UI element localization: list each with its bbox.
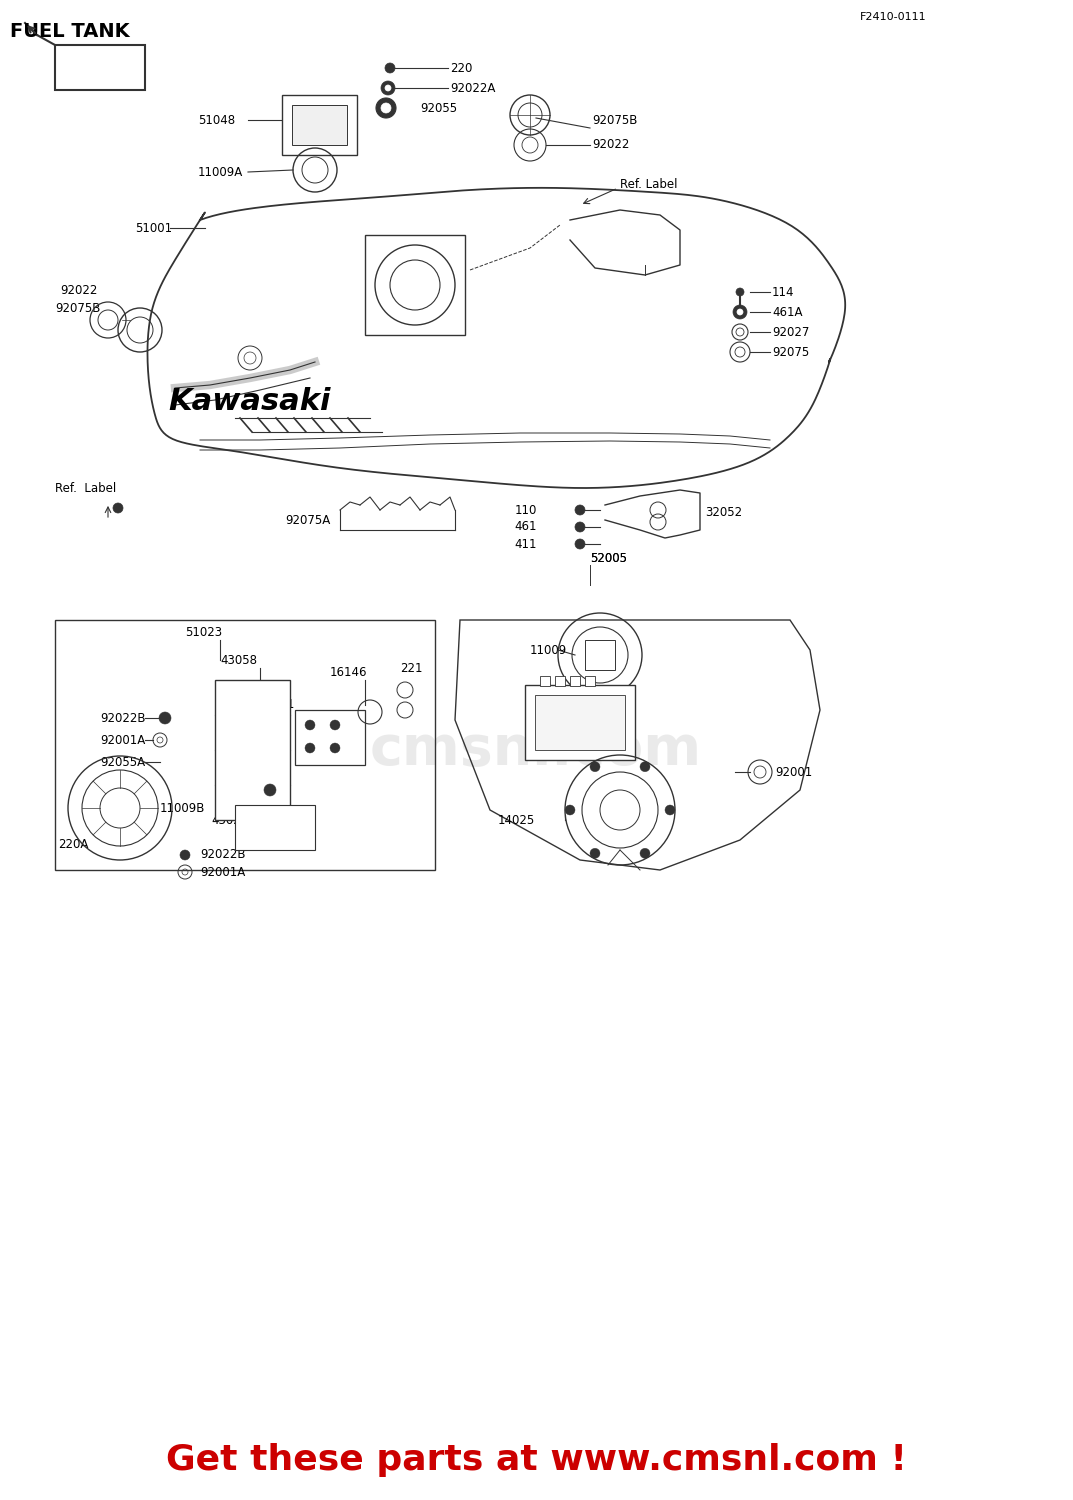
Circle shape [565,806,575,814]
Text: 32052: 32052 [705,506,743,519]
Text: 92022A: 92022A [450,81,496,94]
Circle shape [159,712,171,724]
Circle shape [575,506,585,515]
Text: 220A: 220A [58,839,88,852]
Text: 92001A: 92001A [100,734,145,747]
Circle shape [736,288,744,296]
Circle shape [264,784,276,796]
Circle shape [575,538,585,549]
Text: FRONT: FRONT [76,60,123,74]
Text: 14025: 14025 [498,813,535,826]
Text: 43058: 43058 [220,654,258,666]
Circle shape [180,850,190,859]
Text: Ref. Label: Ref. Label [620,178,677,192]
Text: 92022B: 92022B [100,711,146,724]
FancyBboxPatch shape [365,236,465,334]
FancyBboxPatch shape [525,686,635,760]
FancyBboxPatch shape [215,680,290,820]
Text: 92022B: 92022B [200,849,246,861]
Text: 92022: 92022 [592,138,630,152]
Text: 92075B: 92075B [592,114,637,126]
FancyBboxPatch shape [585,640,615,670]
Text: 221: 221 [400,662,423,675]
Circle shape [381,81,395,94]
Circle shape [113,503,123,513]
FancyBboxPatch shape [235,806,315,850]
Text: 52005: 52005 [590,552,627,564]
Circle shape [590,849,600,858]
Text: 11009B: 11009B [160,801,205,814]
Circle shape [733,304,747,320]
Text: 51023: 51023 [185,626,222,639]
Text: 51048: 51048 [199,114,235,126]
Text: 220: 220 [450,62,472,75]
Text: FUEL TANK: FUEL TANK [10,22,130,40]
FancyBboxPatch shape [282,94,357,154]
FancyBboxPatch shape [585,676,596,686]
Circle shape [640,762,650,771]
Circle shape [590,762,600,771]
Text: 92001: 92001 [775,765,812,778]
Text: Ref.  Label: Ref. Label [55,482,116,495]
Circle shape [381,104,391,112]
Text: 51001: 51001 [135,222,172,234]
Circle shape [330,720,340,730]
FancyBboxPatch shape [555,676,565,686]
FancyBboxPatch shape [535,694,624,750]
Text: 92075B: 92075B [55,302,101,315]
Circle shape [376,98,396,118]
Text: 16146: 16146 [330,666,367,678]
Text: 43028: 43028 [211,813,248,826]
FancyBboxPatch shape [55,45,145,90]
Circle shape [305,742,315,753]
Circle shape [305,720,315,730]
Circle shape [575,522,585,532]
Text: 92075: 92075 [771,345,809,358]
Text: 92061: 92061 [258,699,295,711]
Text: 92055: 92055 [420,102,457,114]
Text: 92027: 92027 [771,326,809,339]
Text: 52005: 52005 [590,552,627,564]
FancyBboxPatch shape [295,710,365,765]
FancyBboxPatch shape [292,105,347,146]
Text: 92055A: 92055A [100,756,145,768]
Circle shape [385,63,395,74]
FancyBboxPatch shape [570,676,580,686]
Text: cmsnl.com: cmsnl.com [370,723,702,777]
Text: Get these parts at www.cmsnl.com !: Get these parts at www.cmsnl.com ! [165,1443,907,1478]
Text: 461: 461 [514,520,536,534]
Text: 11009A: 11009A [199,165,244,178]
Circle shape [385,86,391,92]
Text: 92022: 92022 [60,284,98,297]
FancyBboxPatch shape [540,676,550,686]
Text: 92001A: 92001A [200,865,246,879]
Text: 411: 411 [514,537,536,550]
Circle shape [737,309,743,315]
Text: 11009: 11009 [530,644,568,657]
Text: 92075A: 92075A [284,513,330,526]
Text: 461A: 461A [771,306,803,318]
Text: 114: 114 [771,285,794,298]
Circle shape [640,849,650,858]
Text: F2410-0111: F2410-0111 [859,12,927,22]
Circle shape [330,742,340,753]
Text: 110: 110 [515,504,536,516]
Circle shape [665,806,675,814]
Text: 670: 670 [225,783,248,796]
Text: Kawasaki: Kawasaki [168,387,330,417]
